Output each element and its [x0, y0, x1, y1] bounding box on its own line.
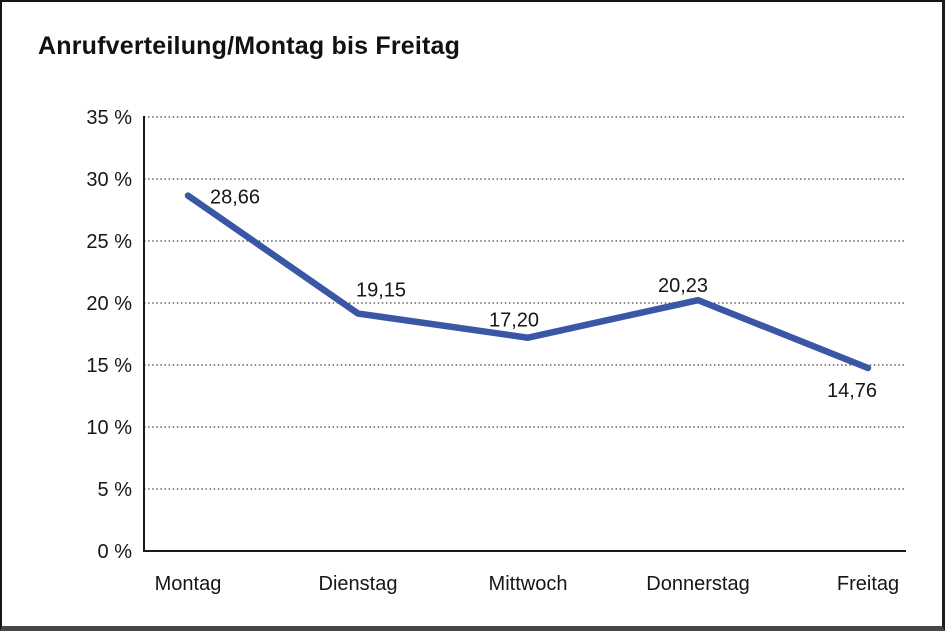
- data-point-label: 17,20: [489, 310, 539, 332]
- data-point-label: 20,23: [658, 275, 708, 297]
- data-point-label: 19,15: [356, 280, 406, 302]
- y-axis-tick-label: 15 %: [86, 355, 132, 377]
- data-line: [184, 192, 872, 372]
- x-axis-category-label: Donnerstag: [646, 573, 749, 595]
- y-axis-tick-label: 35 %: [86, 107, 132, 129]
- data-point-label: 28,66: [210, 187, 260, 209]
- x-axis-category-label: Montag: [155, 573, 222, 595]
- x-axis-category-label: Mittwoch: [489, 573, 568, 595]
- x-axis-category-label: Freitag: [837, 573, 899, 595]
- x-axis-category-label: Dienstag: [319, 573, 398, 595]
- y-axis-tick-label: 5 %: [98, 479, 133, 501]
- y-axis-tick-label: 25 %: [86, 231, 132, 253]
- y-axis-tick-label: 20 %: [86, 293, 132, 315]
- chart-title: Anrufverteilung/Montag bis Freitag: [38, 32, 461, 60]
- y-axis-tick-label: 0 %: [98, 541, 133, 563]
- y-axis-tick-label: 30 %: [86, 169, 132, 191]
- y-axis-tick-label: 10 %: [86, 417, 132, 439]
- data-point-label: 14,76: [827, 380, 877, 402]
